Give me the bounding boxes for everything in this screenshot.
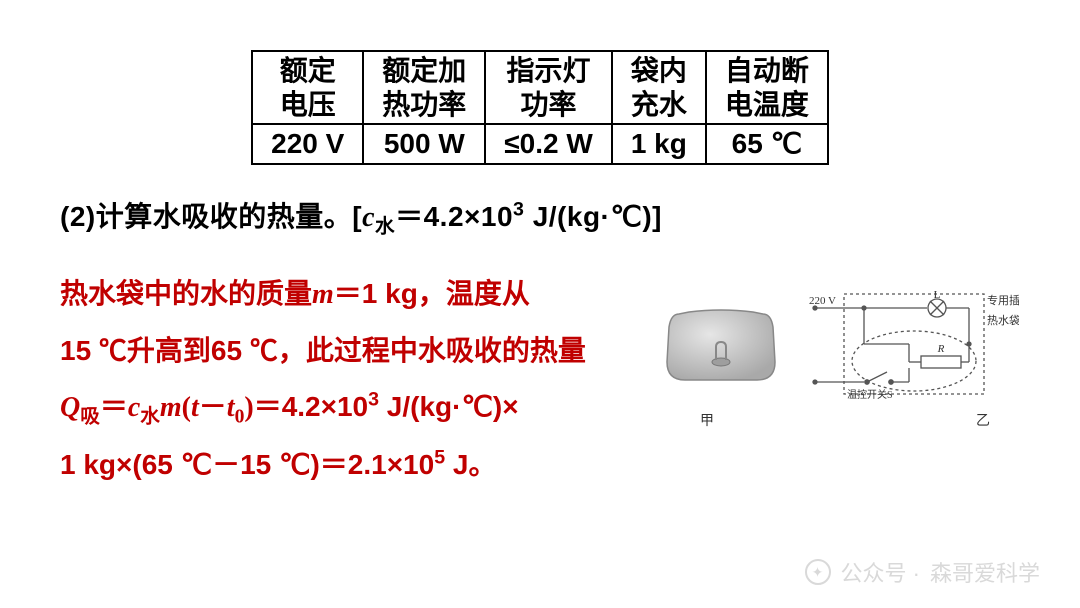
watermark-name: 森哥爱科学 [930, 556, 1040, 588]
watermark: ✦ 公众号 · 森哥爱科学 [805, 556, 1040, 588]
figure-labels: 甲 乙 [650, 406, 1030, 430]
table-header: 额定 电压 [252, 51, 363, 124]
svg-text:热水袋: 热水袋 [987, 313, 1019, 327]
watermark-prefix: 公众号 · [841, 556, 920, 588]
table-header: 额定加 热功率 [363, 51, 485, 124]
svg-text:220 V: 220 V [809, 295, 836, 307]
svg-text:专用插头: 专用插头 [987, 293, 1019, 307]
circuit-diagram-icon: 220 V L [809, 286, 1019, 406]
table-cell: 500 W [363, 124, 485, 164]
table-cell: 65 ℃ [706, 124, 828, 164]
table-cell: ≤0.2 W [485, 124, 612, 164]
table-cell: 1 kg [612, 124, 706, 164]
svg-text:R: R [937, 343, 945, 355]
table-header: 指示灯 功率 [485, 51, 612, 124]
spec-table: 额定 电压 额定加 热功率 指示灯 功率 袋内 充水 自动断 电温度 220 V… [251, 50, 829, 165]
question-text: (2)计算水吸收的热量。[c水＝4.2×103 J/(kg·℃)] [60, 195, 1030, 239]
table-header: 袋内 充水 [612, 51, 706, 124]
table-value-row: 220 V 500 W ≤0.2 W 1 kg 65 ℃ [252, 124, 828, 164]
figure-label-a: 甲 [700, 410, 714, 430]
wechat-icon: ✦ [805, 559, 831, 585]
figure-label-b: 乙 [976, 410, 990, 430]
svg-text:L: L [934, 289, 941, 301]
slide-content: 额定 电压 额定加 热功率 指示灯 功率 袋内 充水 自动断 电温度 220 V… [0, 0, 1080, 493]
svg-text:温控开关S: 温控开关S [847, 388, 893, 401]
figure-panel: 220 V L [650, 266, 1030, 430]
body-row: 热水袋中的水的质量m＝1 kg，温度从 15 ℃升高到65 ℃，此过程中水吸收的… [50, 266, 1030, 493]
table-header: 自动断 电温度 [706, 51, 828, 124]
hot-water-bag-icon [661, 302, 781, 390]
answer-text: 热水袋中的水的质量m＝1 kg，温度从 15 ℃升高到65 ℃，此过程中水吸收的… [50, 266, 620, 493]
table-cell: 220 V [252, 124, 363, 164]
table-header-row: 额定 电压 额定加 热功率 指示灯 功率 袋内 充水 自动断 电温度 [252, 51, 828, 124]
schematic: 220 V L [650, 286, 1030, 406]
